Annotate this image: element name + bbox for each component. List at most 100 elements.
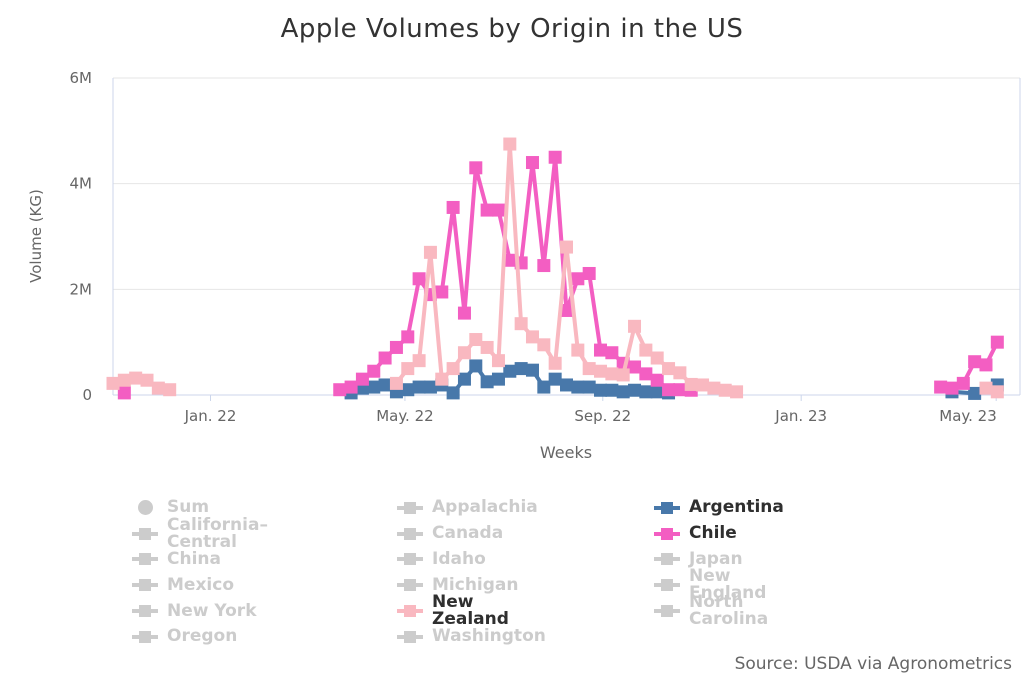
legend-item-new-york[interactable]: New York [132,598,268,624]
data-point-marker[interactable] [401,362,415,376]
data-point-marker[interactable] [106,376,120,390]
data-point-marker[interactable] [491,372,505,386]
data-point-marker[interactable] [956,376,970,390]
data-point-marker[interactable] [412,380,426,394]
data-point-marker[interactable] [696,378,710,392]
data-point-marker[interactable] [537,380,551,394]
data-point-marker[interactable] [537,338,551,352]
data-point-marker[interactable] [525,330,539,344]
data-point-marker[interactable] [378,378,392,392]
data-point-marker[interactable] [514,362,528,376]
data-point-marker[interactable] [650,373,664,387]
data-point-marker[interactable] [423,380,437,394]
data-point-marker[interactable] [117,386,131,400]
legend-item-japan[interactable]: Japan [654,547,784,573]
series-chile[interactable] [117,150,1004,400]
data-point-marker[interactable] [571,380,585,394]
legend-item-oregon[interactable]: Oregon [132,624,268,650]
data-point-marker[interactable] [662,383,676,397]
data-point-marker[interactable] [446,362,460,376]
data-point-marker[interactable] [117,373,131,387]
data-point-marker[interactable] [662,362,676,376]
data-point-marker[interactable] [571,343,585,357]
data-point-marker[interactable] [514,317,528,331]
data-point-marker[interactable] [639,343,653,357]
data-point-marker[interactable] [639,385,653,399]
data-point-marker[interactable] [401,330,415,344]
data-point-marker[interactable] [401,383,415,397]
data-point-marker[interactable] [480,340,494,354]
legend-item-mexico[interactable]: Mexico [132,572,268,598]
series-new-zealand[interactable] [106,137,1004,399]
data-point-marker[interactable] [480,375,494,389]
legend-item-idaho[interactable]: Idaho [397,547,546,573]
legend-item-new-zealand[interactable]: New Zealand [397,594,546,628]
data-point-marker[interactable] [582,362,596,376]
data-point-marker[interactable] [367,380,381,394]
data-point-marker[interactable] [378,351,392,365]
data-point-marker[interactable] [446,200,460,214]
data-point-marker[interactable] [628,319,642,333]
legend-item-michigan[interactable]: Michigan [397,572,546,598]
data-point-marker[interactable] [560,240,573,254]
data-point-marker[interactable] [605,383,619,397]
data-point-marker[interactable] [412,354,426,368]
data-point-marker[interactable] [333,383,347,397]
legend-item-chile[interactable]: Chile [654,521,784,547]
data-point-marker[interactable] [446,386,460,400]
data-point-marker[interactable] [605,367,619,381]
data-point-marker[interactable] [548,372,562,386]
legend-item-sum[interactable]: Sum [132,495,268,521]
data-point-marker[interactable] [457,346,471,360]
data-point-marker[interactable] [457,306,471,320]
data-point-marker[interactable] [990,335,1004,349]
data-point-marker[interactable] [367,364,381,378]
data-point-marker[interactable] [990,385,1004,399]
data-point-marker[interactable] [435,285,449,299]
data-point-marker[interactable] [684,377,698,391]
data-point-marker[interactable] [639,367,653,381]
data-point-marker[interactable] [628,383,642,397]
data-point-marker[interactable] [491,203,505,217]
data-point-marker[interactable] [423,245,437,259]
data-point-marker[interactable] [503,137,517,151]
data-point-marker[interactable] [469,333,483,347]
data-point-marker[interactable] [605,346,619,360]
data-point-marker[interactable] [469,359,483,373]
legend-item-north-carolina[interactable]: North Carolina [654,594,784,628]
data-point-marker[interactable] [628,360,642,374]
data-point-marker[interactable] [480,203,494,217]
data-point-marker[interactable] [457,372,471,386]
data-point-marker[interactable] [525,156,539,170]
data-point-marker[interactable] [469,161,483,175]
data-point-marker[interactable] [548,356,562,370]
data-point-marker[interactable] [979,381,993,395]
data-point-marker[interactable] [616,368,630,382]
data-point-marker[interactable] [435,372,449,386]
data-point-marker[interactable] [650,351,664,365]
data-point-marker[interactable] [979,358,993,372]
data-point-marker[interactable] [673,366,687,380]
legend-item-argentina[interactable]: Argentina [654,495,784,521]
data-point-marker[interactable] [163,383,177,397]
data-point-marker[interactable] [594,364,608,378]
data-point-marker[interactable] [718,383,732,397]
data-point-marker[interactable] [537,259,551,273]
legend-item-washington[interactable]: Washington [397,624,546,650]
data-point-marker[interactable] [140,373,154,387]
data-point-marker[interactable] [151,381,165,395]
data-point-marker[interactable] [355,372,369,386]
legend-item-california-central[interactable]: California–Central [132,516,268,550]
data-point-marker[interactable] [412,272,426,286]
data-point-marker[interactable] [560,303,573,317]
data-point-marker[interactable] [582,266,596,280]
data-point-marker[interactable] [503,253,517,267]
data-point-marker[interactable] [571,272,585,286]
data-point-marker[interactable] [594,383,608,397]
data-point-marker[interactable] [344,380,358,394]
data-point-marker[interactable] [650,385,664,399]
data-point-marker[interactable] [503,364,517,378]
data-point-marker[interactable] [934,380,948,394]
data-point-marker[interactable] [945,381,959,395]
data-point-marker[interactable] [616,385,630,399]
